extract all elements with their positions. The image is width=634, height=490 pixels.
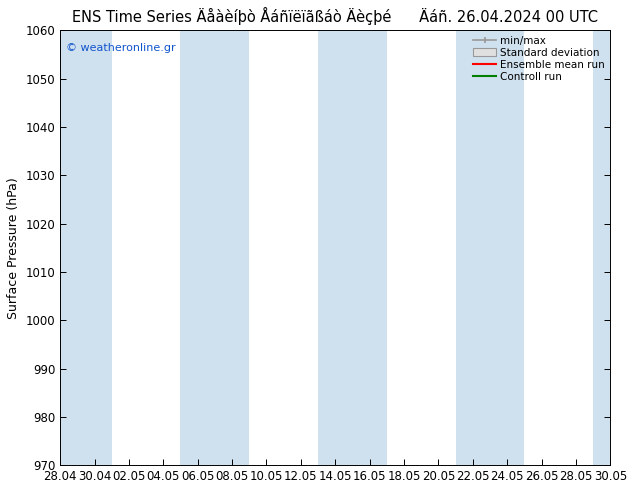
Title: ENS Time Series Äåàèíþò Åáñïëïãßáò Äèçþé      Äáñ. 26.04.2024 00 UTC: ENS Time Series Äåàèíþò Åáñïëïãßáò Äèçþé… — [72, 7, 598, 25]
Text: © weatheronline.gr: © weatheronline.gr — [65, 43, 175, 53]
Bar — [318, 30, 387, 465]
Y-axis label: Surface Pressure (hPa): Surface Pressure (hPa) — [7, 177, 20, 318]
Bar — [181, 30, 249, 465]
Bar — [43, 30, 112, 465]
Legend: min/max, Standard deviation, Ensemble mean run, Controll run: min/max, Standard deviation, Ensemble me… — [471, 33, 607, 84]
Bar — [593, 30, 611, 465]
Bar — [456, 30, 524, 465]
